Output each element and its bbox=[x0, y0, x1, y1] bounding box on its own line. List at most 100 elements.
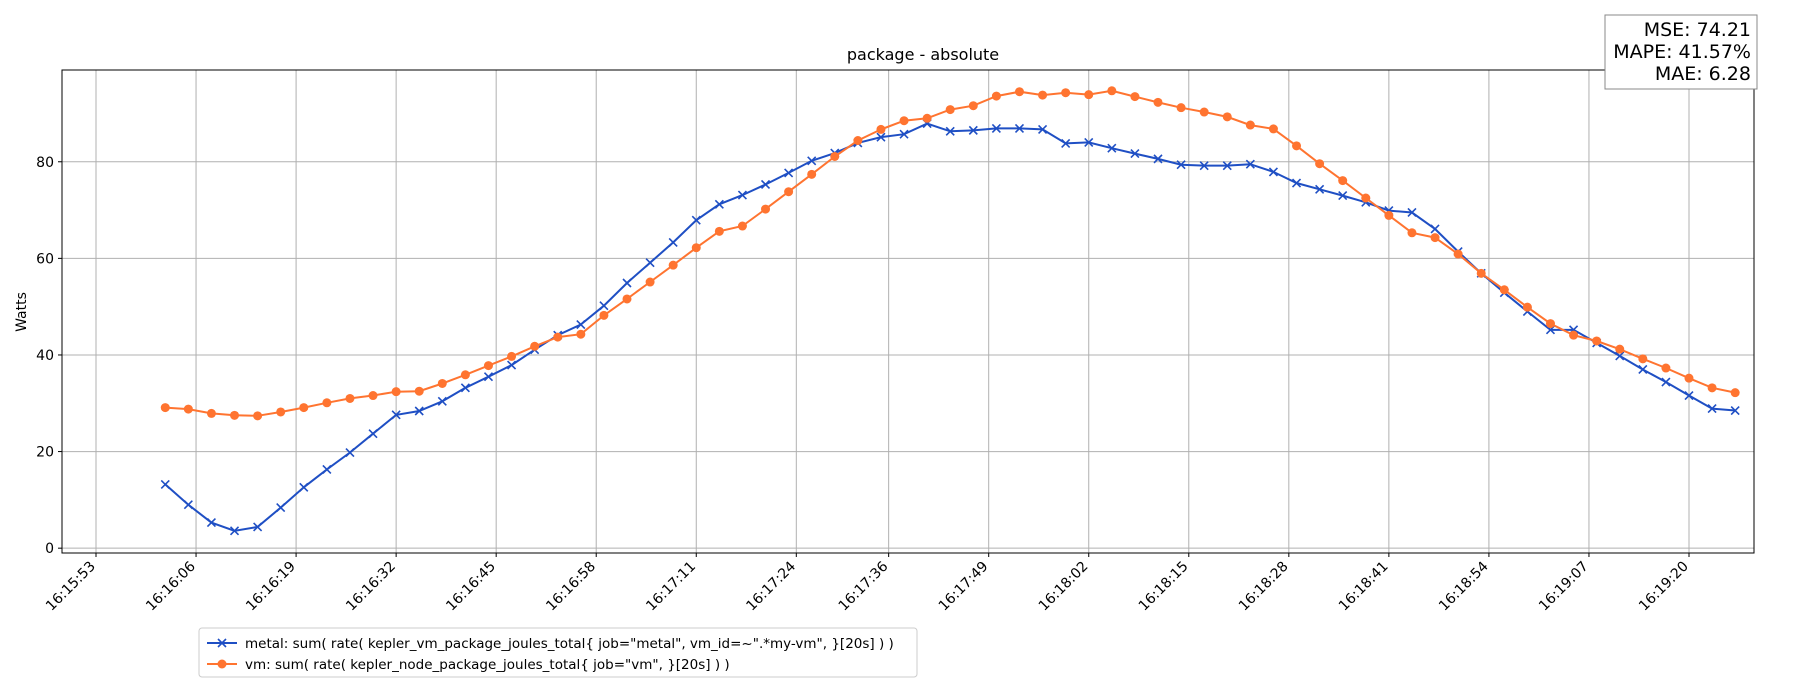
data-point bbox=[1430, 233, 1440, 243]
mape-text: MAPE: 41.57% bbox=[1613, 41, 1751, 63]
data-point bbox=[183, 404, 193, 414]
data-point bbox=[1569, 330, 1579, 340]
data-point bbox=[784, 187, 794, 197]
legend-items: metal: sum( rate( kepler_vm_package_joul… bbox=[207, 636, 894, 673]
data-point bbox=[414, 406, 424, 416]
data-point bbox=[1061, 138, 1071, 148]
data-point bbox=[1291, 178, 1302, 188]
data-point bbox=[1107, 143, 1117, 153]
data-point bbox=[968, 101, 978, 111]
data-point bbox=[968, 125, 978, 135]
data-point bbox=[1038, 90, 1048, 100]
legend-marker bbox=[217, 638, 227, 648]
data-point bbox=[1361, 193, 1371, 203]
data-point bbox=[691, 243, 701, 253]
data-point bbox=[1407, 228, 1417, 238]
data-point bbox=[507, 351, 517, 361]
data-point bbox=[807, 169, 817, 179]
data-point bbox=[737, 190, 748, 200]
data-point bbox=[1545, 319, 1555, 329]
data-point bbox=[299, 403, 309, 413]
data-point bbox=[622, 278, 632, 288]
series-layer bbox=[160, 86, 1740, 536]
data-point bbox=[391, 410, 401, 420]
data-point bbox=[576, 329, 586, 339]
mae-text: MAE: 6.28 bbox=[1655, 63, 1751, 85]
data-point bbox=[530, 341, 540, 351]
data-point bbox=[1268, 167, 1278, 177]
data-point bbox=[553, 332, 563, 342]
data-point bbox=[253, 522, 263, 532]
data-point bbox=[206, 518, 217, 528]
data-point bbox=[1638, 364, 1648, 375]
data-point bbox=[714, 226, 724, 236]
data-point bbox=[599, 310, 609, 320]
series-vm bbox=[160, 86, 1740, 421]
y-axis: 0 20 40 60 80 bbox=[36, 155, 62, 557]
metrics-box: MSE: 74.21 MAPE: 41.57% MAE: 6.28 bbox=[1604, 14, 1758, 90]
data-point bbox=[322, 464, 332, 475]
mse-text: MSE: 74.21 bbox=[1644, 19, 1751, 41]
metrics-box-frame bbox=[1604, 14, 1758, 90]
data-point bbox=[1615, 351, 1625, 361]
data-point bbox=[276, 503, 286, 513]
data-point bbox=[160, 403, 170, 413]
data-point bbox=[1730, 388, 1740, 398]
data-point bbox=[1268, 124, 1278, 134]
data-point bbox=[483, 372, 494, 382]
y-tick-label: 0 bbox=[45, 541, 54, 557]
data-point bbox=[1176, 103, 1186, 113]
legend-frame bbox=[198, 627, 918, 678]
data-point bbox=[1430, 224, 1440, 234]
data-point bbox=[899, 129, 909, 139]
data-point bbox=[622, 294, 632, 304]
data-point bbox=[1153, 97, 1163, 107]
data-point bbox=[1245, 159, 1255, 169]
data-point bbox=[1222, 112, 1232, 122]
data-point bbox=[1707, 383, 1717, 393]
data-point bbox=[1384, 210, 1394, 220]
data-point bbox=[945, 105, 955, 115]
data-point bbox=[853, 136, 863, 146]
data-point bbox=[345, 393, 355, 403]
data-point bbox=[253, 411, 263, 421]
data-point bbox=[1684, 390, 1694, 401]
data-point bbox=[183, 500, 193, 510]
data-point bbox=[1730, 405, 1740, 416]
y-axis-label: Watts bbox=[14, 292, 30, 332]
data-point bbox=[1592, 336, 1602, 346]
data-point bbox=[1661, 363, 1671, 373]
data-point bbox=[483, 361, 493, 371]
data-point bbox=[761, 204, 771, 214]
data-point bbox=[414, 386, 424, 396]
data-point bbox=[760, 179, 771, 190]
data-point bbox=[714, 199, 724, 209]
legend-marker bbox=[217, 659, 227, 669]
legend: metal: sum( rate( kepler_vm_package_joul… bbox=[198, 627, 918, 678]
data-point bbox=[830, 151, 840, 161]
data-point bbox=[599, 301, 609, 311]
data-point bbox=[807, 156, 817, 166]
data-point bbox=[276, 407, 286, 417]
data-point bbox=[1084, 90, 1094, 100]
data-point bbox=[1222, 161, 1232, 171]
data-point bbox=[876, 124, 886, 134]
data-point bbox=[576, 319, 586, 330]
data-point bbox=[1315, 184, 1325, 194]
data-point bbox=[437, 396, 447, 406]
data-point bbox=[922, 113, 932, 123]
data-point bbox=[645, 258, 655, 268]
data-point bbox=[1130, 92, 1140, 102]
data-point bbox=[668, 260, 678, 270]
data-point bbox=[1038, 124, 1048, 134]
chart-title: package - absolute bbox=[847, 45, 999, 64]
data-point bbox=[1707, 404, 1717, 414]
data-point bbox=[1245, 120, 1255, 130]
data-point bbox=[1315, 159, 1325, 169]
data-point bbox=[1499, 285, 1509, 295]
data-point bbox=[1661, 377, 1671, 387]
legend-item: metal: sum( rate( kepler_vm_package_joul… bbox=[207, 636, 894, 652]
data-point bbox=[645, 277, 655, 287]
legend-label: vm: sum( rate( kepler_node_package_joule… bbox=[245, 657, 730, 673]
